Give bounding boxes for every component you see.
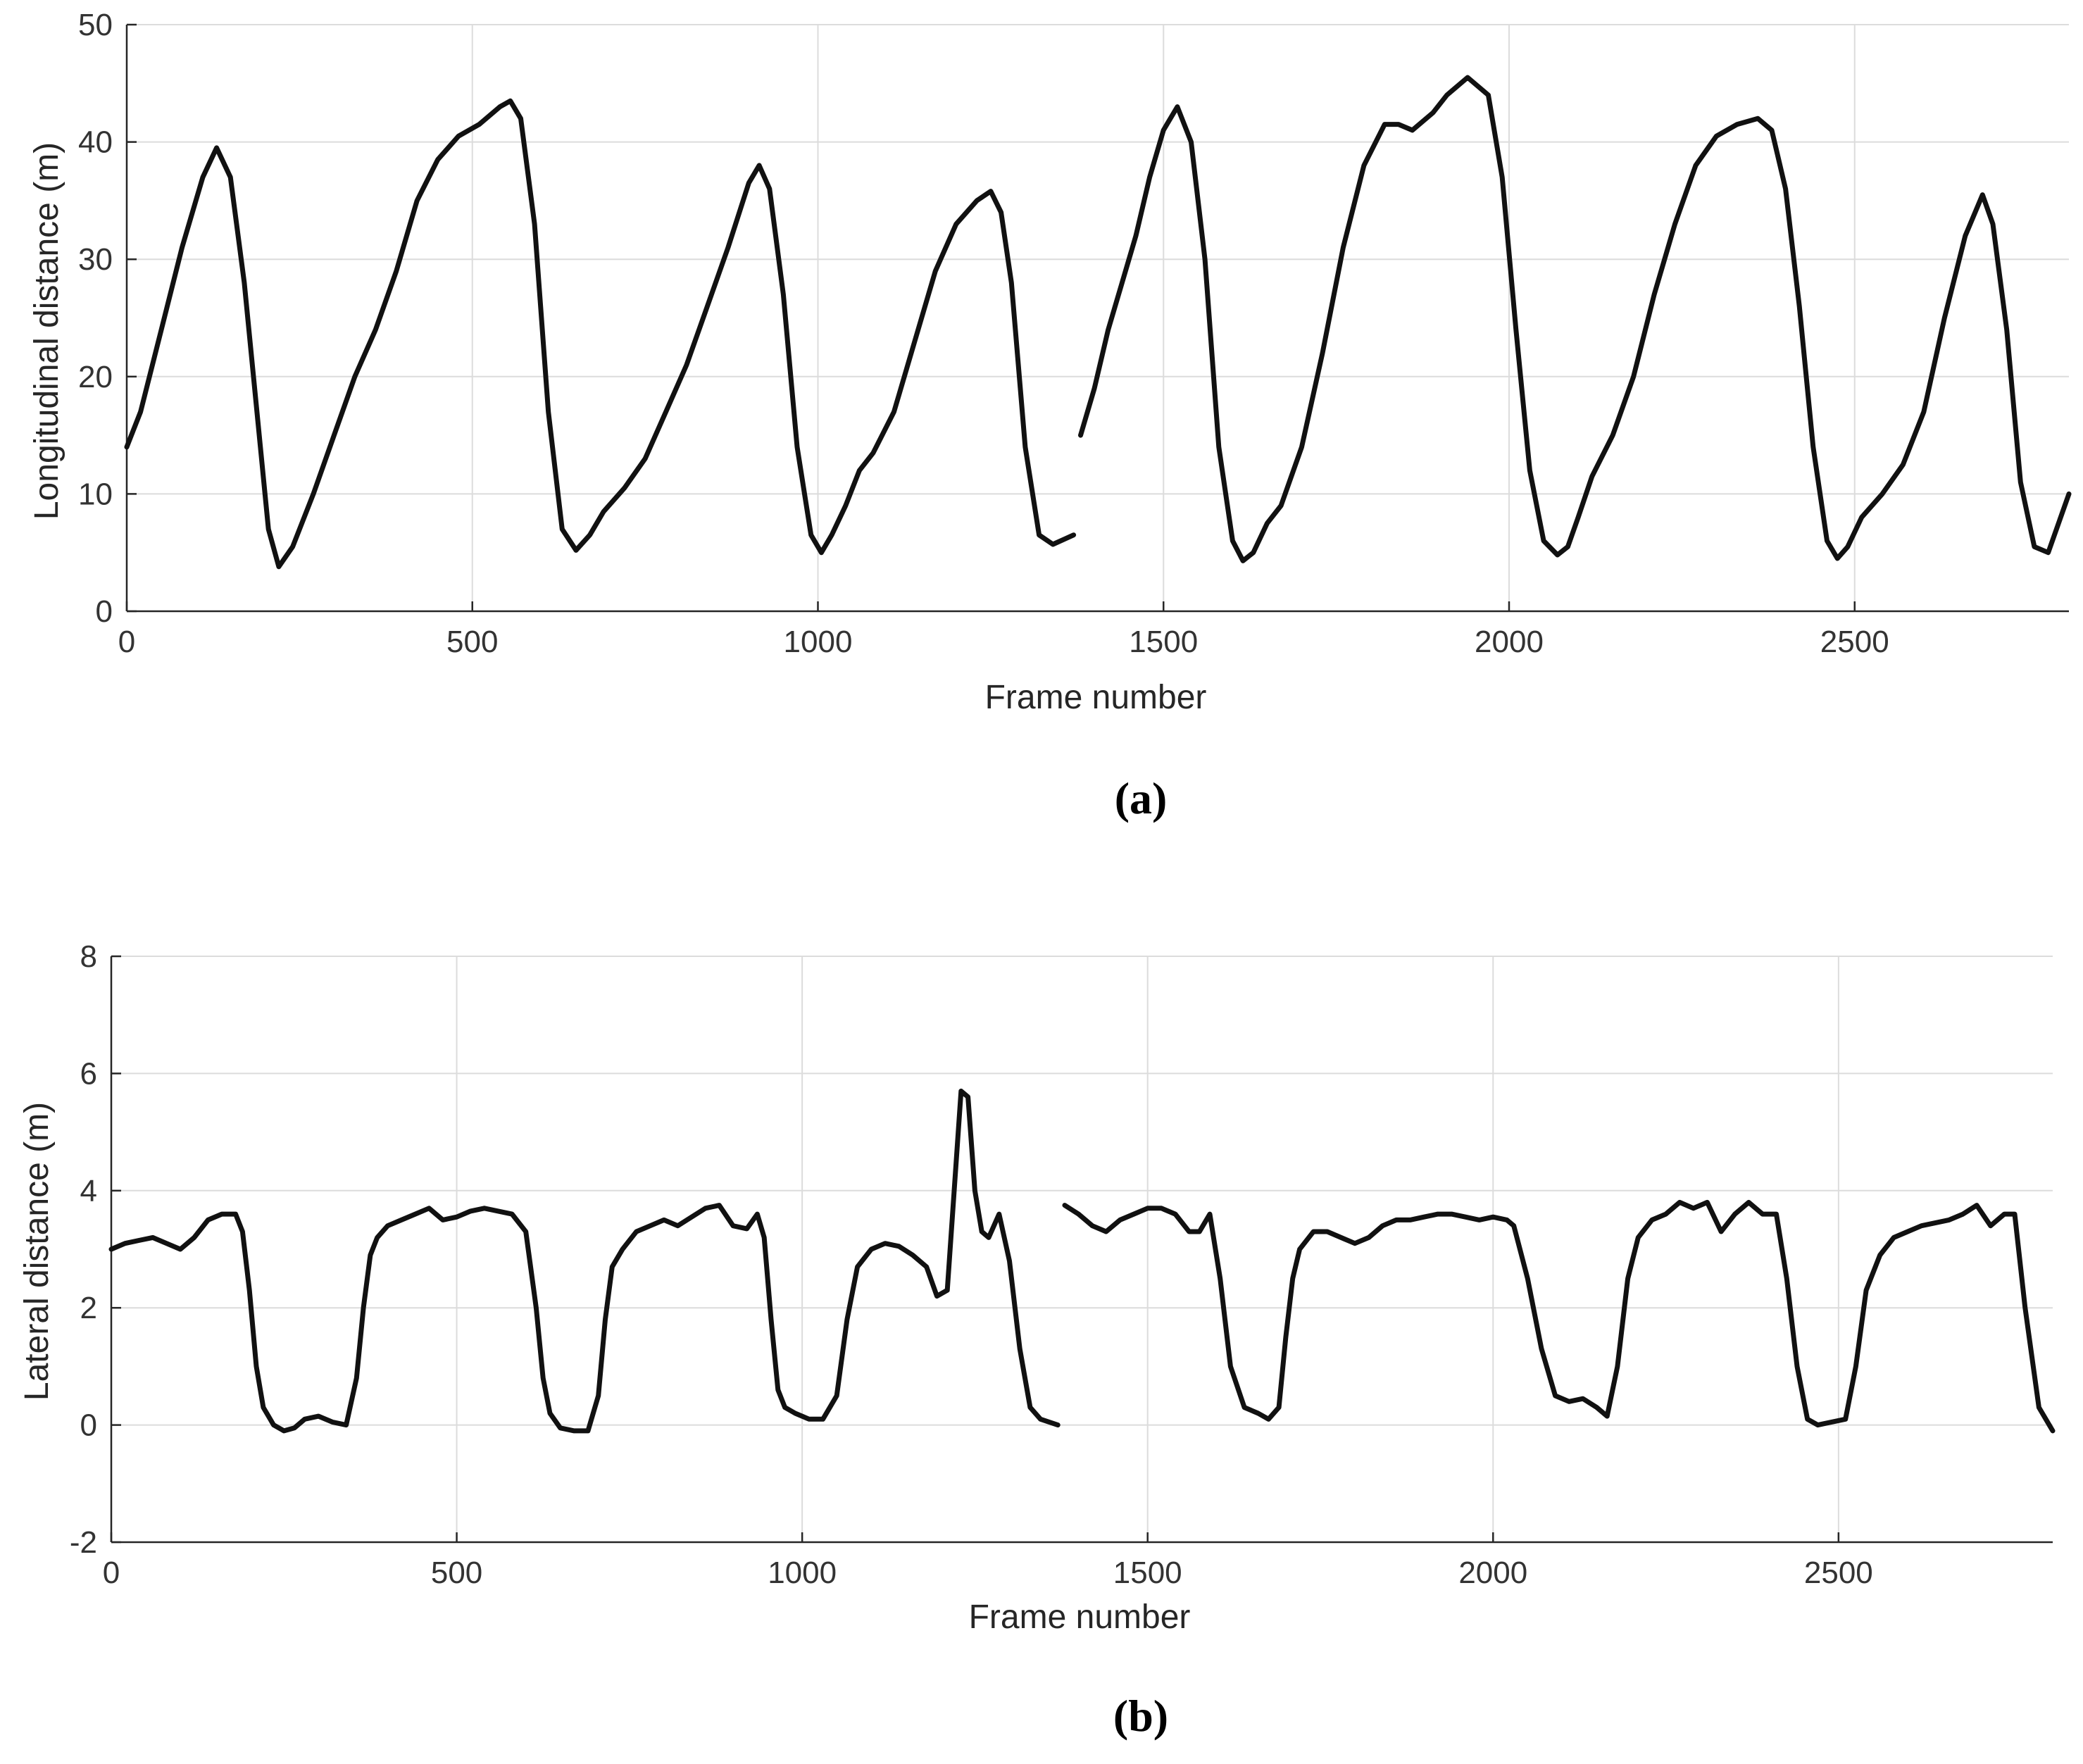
x-tick-label: 2500 <box>1820 625 1889 659</box>
y-tick-label: 20 <box>78 360 113 394</box>
y-tick-label: 0 <box>96 594 113 629</box>
x-tick-label: 1000 <box>784 625 853 659</box>
y-tick-labels-b: -2 0 2 4 6 8 <box>70 939 97 1560</box>
series-b <box>108 1088 2056 1434</box>
series-line-segment <box>1078 75 2072 563</box>
panel-label-a: (a) <box>1115 773 1168 823</box>
x-tick-label: 2000 <box>1458 1556 1527 1590</box>
series-a <box>124 75 2072 570</box>
x-tick-label: 500 <box>431 1556 482 1590</box>
axes-b <box>110 955 2053 1544</box>
y-tick-label: 6 <box>80 1056 97 1091</box>
grid-b <box>111 956 2053 1542</box>
axes-a <box>125 23 2069 613</box>
x-tick-label: 1500 <box>1113 1556 1182 1590</box>
x-tick-label: 1000 <box>768 1556 837 1590</box>
grid-a <box>127 24 2069 611</box>
x-axis-title-a: Frame number <box>985 679 1207 716</box>
x-tick-labels-a: 0 500 1000 1500 2000 2500 <box>118 625 1889 659</box>
series-line-segment <box>108 1088 1061 1434</box>
x-axis-title-b: Frame number <box>969 1599 1191 1636</box>
y-tick-label: 30 <box>78 242 113 277</box>
y-tick-label: -2 <box>70 1525 97 1560</box>
x-tick-label: 500 <box>446 625 498 659</box>
x-tick-labels-b: 0 500 1000 1500 2000 2500 <box>103 1556 1873 1590</box>
x-tick-label: 1500 <box>1129 625 1198 659</box>
panel-label-b: (b) <box>1113 1691 1168 1741</box>
y-axis-title-b: Lateral distance (m) <box>18 1102 56 1401</box>
series-line-segment <box>124 98 1077 570</box>
x-tick-label: 0 <box>103 1556 120 1590</box>
y-tick-label: 10 <box>78 477 113 511</box>
y-tick-label: 2 <box>80 1291 97 1325</box>
y-axis-title-a: Longitudinal distance (m) <box>28 142 65 520</box>
series-line-segment <box>1062 1199 2056 1434</box>
x-tick-label: 2500 <box>1804 1556 1873 1590</box>
y-tick-label: 8 <box>80 939 97 974</box>
x-tick-label: 2000 <box>1475 625 1544 659</box>
y-tick-label: 4 <box>80 1174 97 1208</box>
y-tick-label: 50 <box>78 8 113 42</box>
x-tick-label: 0 <box>118 625 135 659</box>
y-tick-label: 0 <box>80 1408 97 1443</box>
y-tick-label: 40 <box>78 125 113 160</box>
y-tick-labels-a: 0 10 20 30 40 50 <box>78 8 113 629</box>
chart-panel-a: 0 500 1000 1500 2000 2500 0 10 20 30 40 50 Frame n… <box>28 8 2072 823</box>
